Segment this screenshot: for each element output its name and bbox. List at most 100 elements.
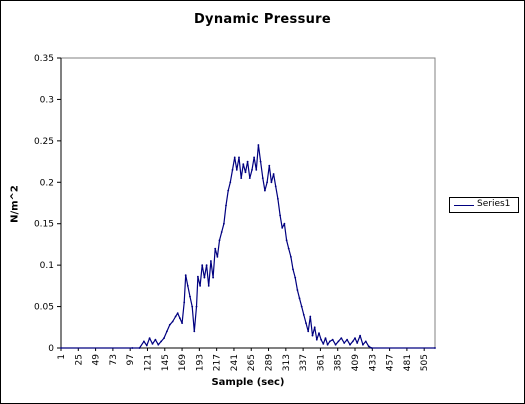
data-point xyxy=(189,295,191,298)
x-tick-label: 361 xyxy=(316,354,326,371)
x-tick-label: 337 xyxy=(299,354,309,371)
data-point xyxy=(285,239,288,242)
data-point xyxy=(210,260,212,262)
data-point xyxy=(356,342,359,344)
data-point xyxy=(261,177,264,180)
data-point xyxy=(328,340,331,343)
data-point xyxy=(309,315,312,318)
x-tick-label: 433 xyxy=(368,354,378,371)
data-point xyxy=(359,334,361,337)
data-point xyxy=(337,340,340,343)
x-tick-label: 145 xyxy=(161,354,171,371)
data-point xyxy=(268,164,271,167)
data-point xyxy=(195,305,198,308)
data-point xyxy=(253,156,256,159)
data-point xyxy=(218,239,221,242)
data-point xyxy=(259,160,262,163)
data-point xyxy=(244,171,247,174)
data-point xyxy=(186,285,189,287)
data-point xyxy=(324,337,327,339)
legend-swatch xyxy=(454,205,474,206)
y-axis: 0 0.05 0.1 0.15 0.2 0.25 0.3 0.35 xyxy=(34,54,62,354)
data-point xyxy=(307,330,310,333)
data-point xyxy=(322,343,325,345)
data-point xyxy=(235,169,238,171)
data-point xyxy=(320,338,322,341)
x-tick-label: 457 xyxy=(386,354,396,371)
y-tick-label: 0.35 xyxy=(34,54,54,64)
data-point xyxy=(370,347,373,349)
data-point xyxy=(176,312,179,315)
data-point xyxy=(181,322,184,324)
data-point xyxy=(233,156,236,159)
plot-area-border xyxy=(60,57,436,349)
data-point xyxy=(272,173,275,175)
data-point xyxy=(311,334,314,337)
x-tick-label: 121 xyxy=(143,354,153,371)
data-point xyxy=(238,156,240,159)
data-point xyxy=(292,268,294,271)
y-tick-label: 0 xyxy=(48,344,54,354)
data-point xyxy=(157,343,160,346)
data-point xyxy=(318,332,320,334)
data-point xyxy=(277,198,279,200)
data-point xyxy=(148,337,151,339)
x-tick-label: 217 xyxy=(213,354,223,371)
data-point xyxy=(154,338,157,341)
data-point xyxy=(326,343,329,346)
y-tick-label: 0.3 xyxy=(40,95,54,105)
x-tick-label: 409 xyxy=(351,354,361,371)
data-point xyxy=(274,185,277,188)
x-axis-title: Sample (sec) xyxy=(211,377,285,388)
data-point xyxy=(131,347,134,349)
data-point xyxy=(279,214,281,217)
data-point xyxy=(340,337,343,339)
data-point xyxy=(171,320,174,323)
data-point xyxy=(334,343,337,346)
data-point xyxy=(246,160,249,163)
y-tick-label: 0.1 xyxy=(40,261,54,271)
data-point xyxy=(242,163,245,166)
x-tick-label: 73 xyxy=(109,354,119,365)
data-point xyxy=(257,144,260,146)
data-point xyxy=(362,343,364,346)
x-tick-label: 193 xyxy=(195,354,205,371)
y-axis-title: N/m^2 xyxy=(9,185,21,223)
data-point xyxy=(220,231,223,233)
x-tick-label: 169 xyxy=(178,354,188,371)
data-point xyxy=(266,181,268,184)
data-point xyxy=(143,340,145,343)
x-axis: 1 25 49 73 97 121 145 169 193 217 241 265 289 313 337 3… xyxy=(57,347,435,371)
data-point xyxy=(174,315,177,318)
data-point xyxy=(229,181,232,184)
data-point xyxy=(294,276,297,279)
x-tick-label: 385 xyxy=(334,354,344,371)
data-point xyxy=(160,340,163,343)
data-point xyxy=(223,222,225,225)
x-tick-label: 241 xyxy=(230,354,240,371)
data-point xyxy=(255,169,258,171)
data-point xyxy=(302,314,305,316)
data-point xyxy=(199,285,202,287)
data-point xyxy=(145,344,148,347)
data-point xyxy=(434,347,436,349)
x-tick-label: 481 xyxy=(403,354,413,371)
y-tick-label: 0.15 xyxy=(34,220,54,230)
data-point xyxy=(351,340,354,343)
data-point xyxy=(184,274,187,276)
data-point xyxy=(201,264,204,266)
data-point xyxy=(60,347,62,349)
x-tick-label: 313 xyxy=(282,354,292,371)
data-point xyxy=(283,222,286,225)
data-point xyxy=(166,330,168,333)
data-point xyxy=(343,342,346,344)
data-point xyxy=(191,305,194,308)
data-point xyxy=(305,322,307,324)
x-tick-label: 49 xyxy=(92,354,102,366)
data-point xyxy=(207,285,210,287)
data-point xyxy=(168,323,171,326)
x-tick-label: 97 xyxy=(126,354,136,365)
x-tick-label: 265 xyxy=(247,354,257,371)
data-point xyxy=(346,338,348,341)
